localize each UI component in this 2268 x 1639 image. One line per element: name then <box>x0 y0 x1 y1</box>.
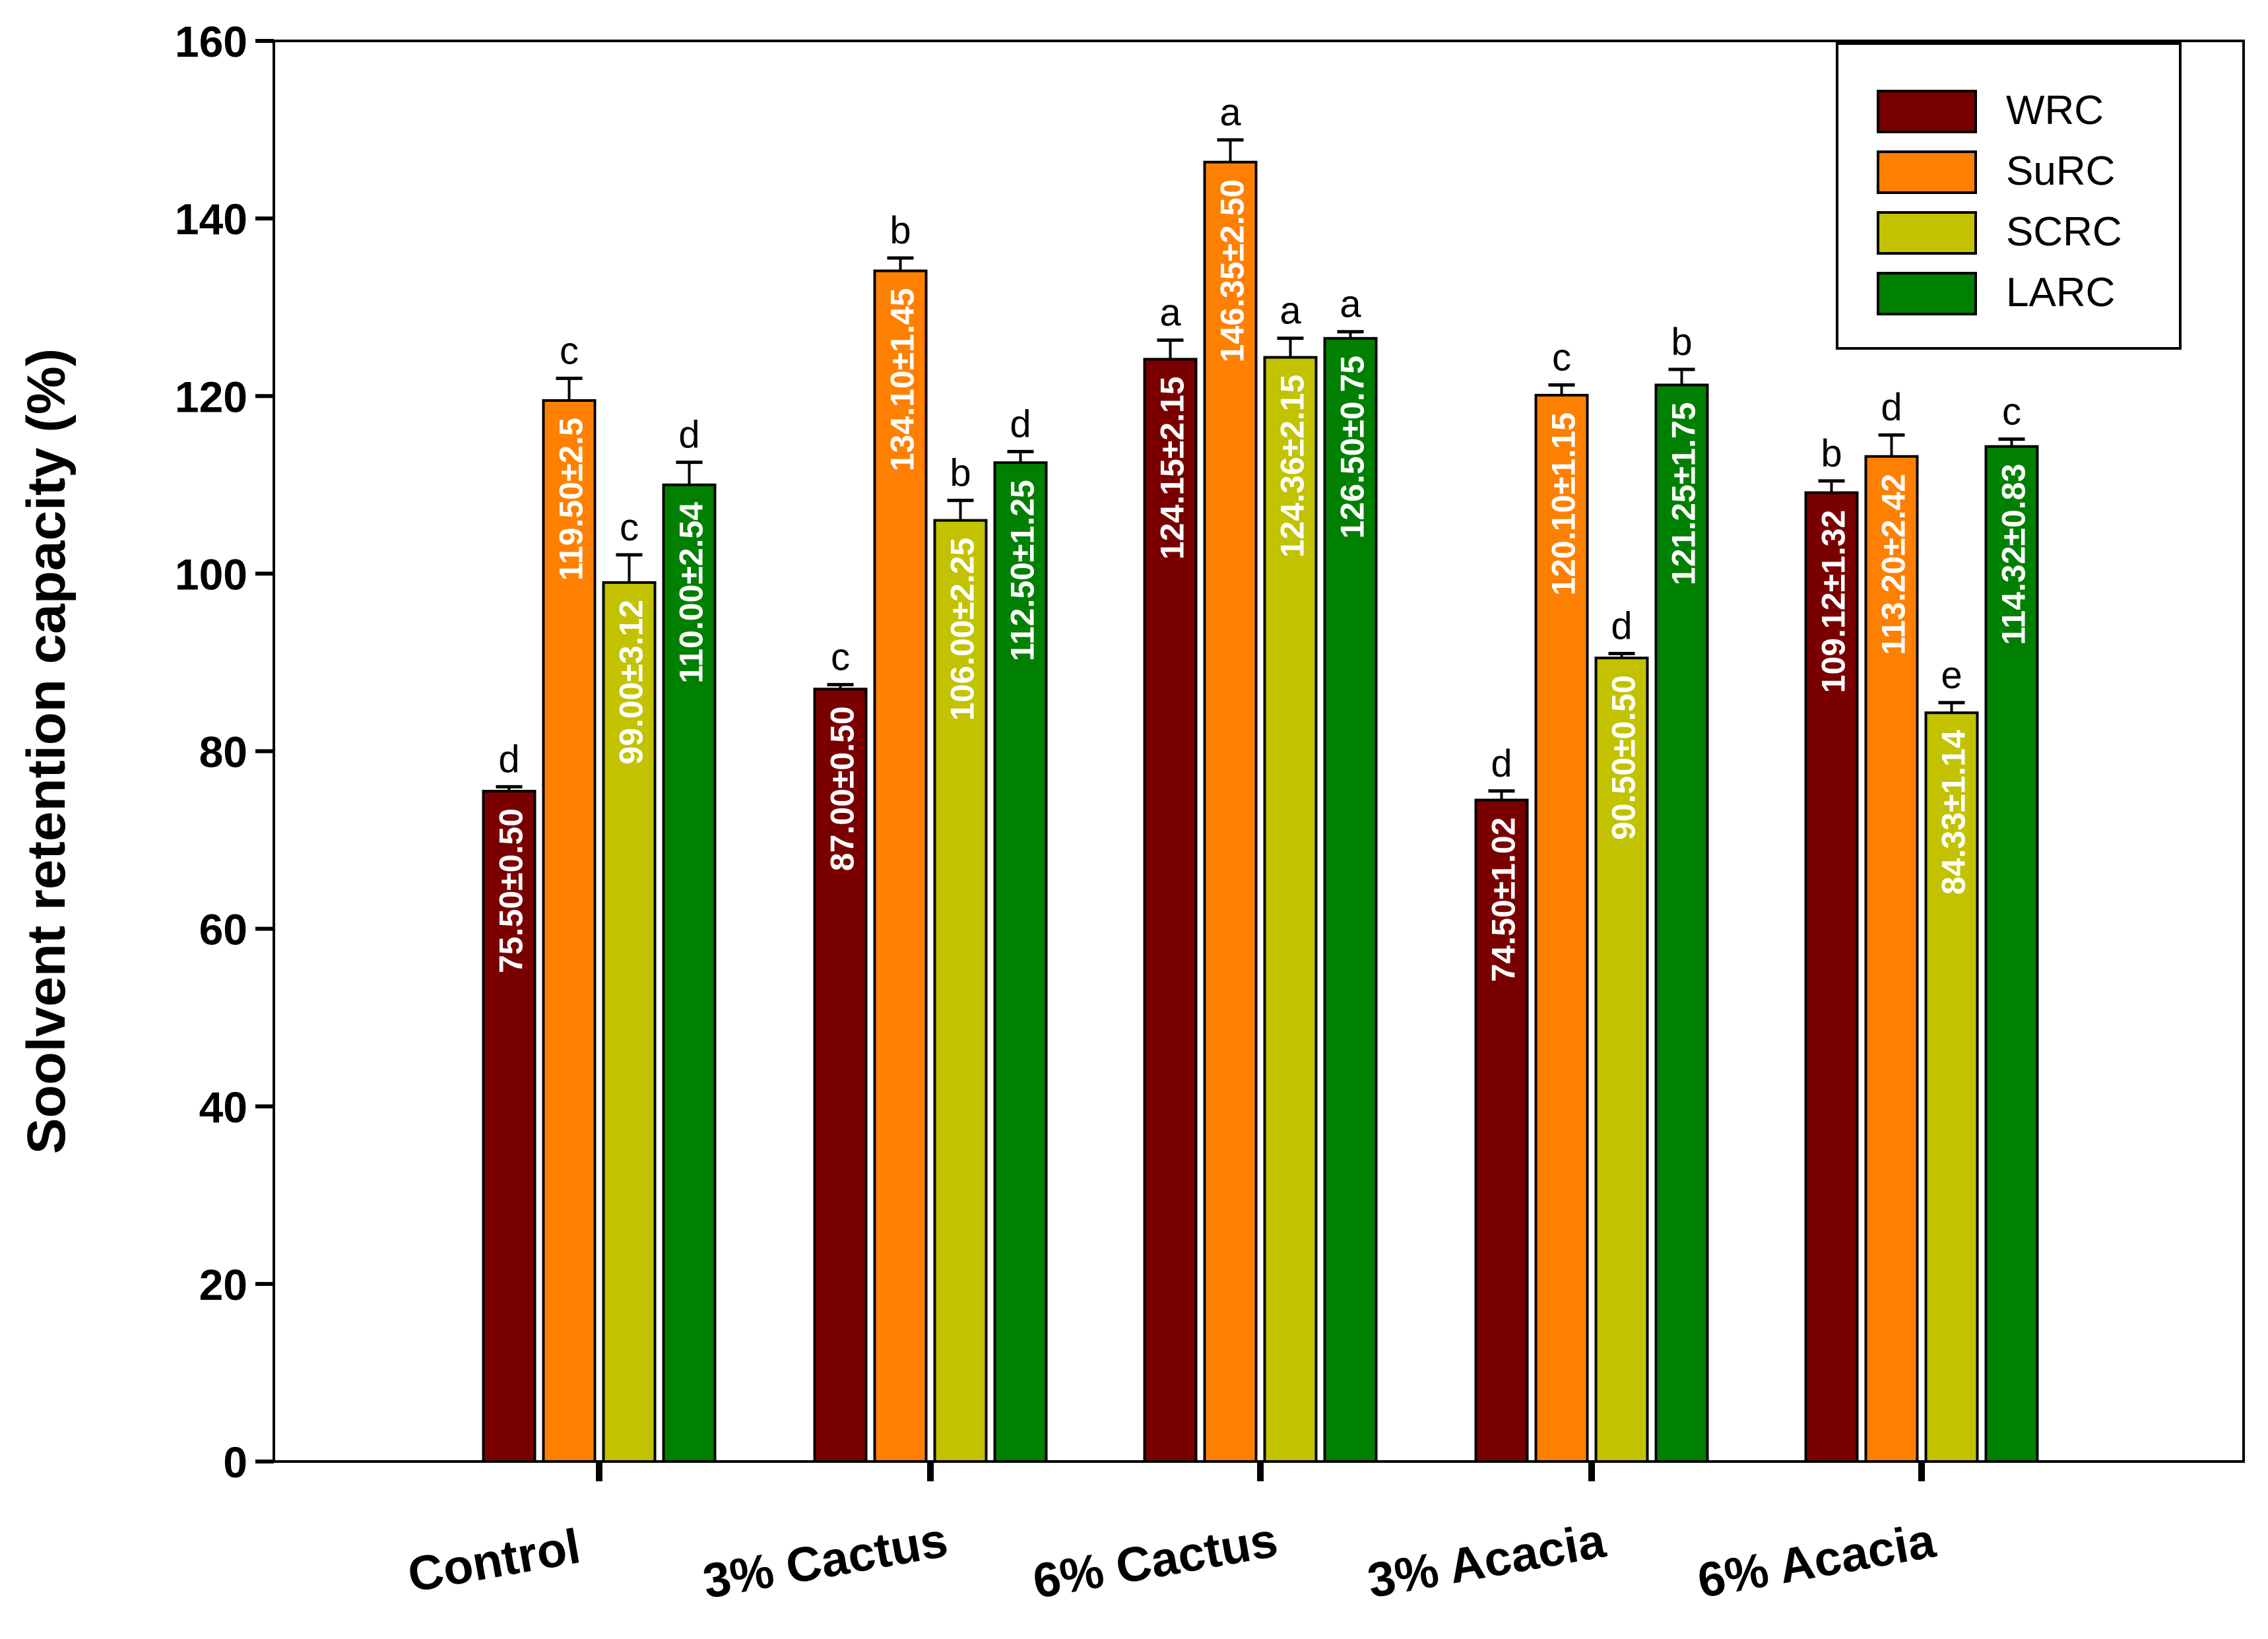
bar-larc <box>993 461 1048 1463</box>
significance-letter: d <box>498 738 519 781</box>
significance-letter: c <box>1552 336 1571 379</box>
value-label: 126.50±0.75 <box>1334 356 1371 539</box>
bar-scrc <box>1263 356 1318 1463</box>
significance-letter: c <box>2002 391 2021 434</box>
value-label: 75.50±0.50 <box>493 808 530 973</box>
bar-wrc <box>813 688 868 1463</box>
value-label: 90.50±0.50 <box>1605 675 1642 840</box>
significance-letter: c <box>560 329 579 372</box>
significance-letter: d <box>1611 604 1632 647</box>
y-tick-label: 20 <box>199 1260 247 1309</box>
value-label: 113.20±2.42 <box>1875 474 1912 655</box>
value-label: 110.00±2.54 <box>673 502 710 684</box>
x-tick-label: 3% Cactus <box>699 1512 952 1609</box>
x-tick-label: 6% Acacia <box>1693 1512 1939 1608</box>
bar-wrc <box>1804 491 1859 1463</box>
significance-letter: a <box>1340 283 1361 326</box>
value-label: 106.00±2.25 <box>944 538 981 721</box>
bar-larc <box>1984 445 2039 1463</box>
y-tick-label: 120 <box>175 372 247 421</box>
y-tick-label: 60 <box>199 905 247 954</box>
significance-letter: a <box>1159 291 1181 334</box>
significance-letter: a <box>1280 290 1301 333</box>
significance-letter: d <box>1881 386 1902 429</box>
significance-letter: b <box>890 209 911 252</box>
significance-letter: e <box>1941 654 1962 697</box>
y-tick-label: 80 <box>199 728 247 777</box>
legend-swatch-wrc <box>1877 90 1977 133</box>
bar-larc <box>662 483 717 1463</box>
significance-letter: c <box>620 506 639 549</box>
bar-scrc <box>1594 657 1649 1463</box>
significance-letter: d <box>678 414 699 457</box>
significance-letter: d <box>1491 742 1512 785</box>
value-label: 121.25±1.75 <box>1666 402 1702 585</box>
x-tick-label: Control <box>404 1518 584 1602</box>
significance-letter: b <box>1671 321 1692 364</box>
value-label: 124.15±2.15 <box>1154 376 1191 560</box>
y-tick-label: 140 <box>175 195 247 243</box>
value-label: 87.00±0.50 <box>824 706 861 871</box>
significance-letter: b <box>1821 432 1842 475</box>
bar-wrc <box>1143 358 1198 1463</box>
bar-surc <box>1203 160 1258 1463</box>
value-label: 112.50±1.25 <box>1004 480 1041 661</box>
y-tick-label: 0 <box>223 1438 247 1487</box>
significance-letter: d <box>1010 402 1031 445</box>
value-label: 114.32±0.83 <box>1995 464 2032 645</box>
value-label: 124.36±2.15 <box>1274 375 1311 558</box>
value-label: 109.12±1.32 <box>1815 510 1852 693</box>
legend-label: LARC <box>2006 270 2115 315</box>
bar-scrc <box>602 581 657 1463</box>
value-label: 74.50±1.02 <box>1485 818 1522 982</box>
x-tick-label: 6% Cactus <box>1029 1512 1281 1609</box>
bar-larc <box>1654 383 1709 1463</box>
bar-wrc <box>482 790 536 1463</box>
value-label: 99.00±3.12 <box>613 600 650 765</box>
x-tick-label: 3% Acacia <box>1363 1512 1609 1608</box>
value-label: 120.10±1.15 <box>1545 412 1582 596</box>
bar-wrc <box>1474 798 1529 1463</box>
bar-scrc <box>1924 711 1979 1463</box>
value-label: 119.50±2.5 <box>553 418 590 581</box>
value-label: 134.10±1.45 <box>884 288 921 472</box>
legend-swatch-surc <box>1877 150 1977 194</box>
legend-swatch-larc <box>1877 272 1977 315</box>
y-tick-label: 40 <box>199 1083 247 1132</box>
y-axis-title: Soolvent retention capacity (%) <box>16 348 77 1154</box>
significance-letter: c <box>831 636 850 679</box>
bar-scrc <box>933 519 988 1463</box>
bar-larc <box>1323 337 1378 1463</box>
y-tick-label: 160 <box>175 17 247 66</box>
legend-swatch-scrc <box>1877 211 1977 255</box>
value-label: 146.35±2.50 <box>1214 179 1251 363</box>
legend: WRC SuRC SCRC LARC <box>1836 42 2182 350</box>
legend-label: SuRC <box>2006 148 2115 194</box>
significance-letter: b <box>950 451 971 494</box>
legend-label: WRC <box>2006 88 2104 133</box>
value-label: 84.33±1.14 <box>1935 730 1972 895</box>
bar-surc <box>873 269 928 1463</box>
significance-letter: a <box>1219 91 1241 134</box>
legend-label: SCRC <box>2006 209 2122 255</box>
y-tick-label: 100 <box>175 550 247 598</box>
